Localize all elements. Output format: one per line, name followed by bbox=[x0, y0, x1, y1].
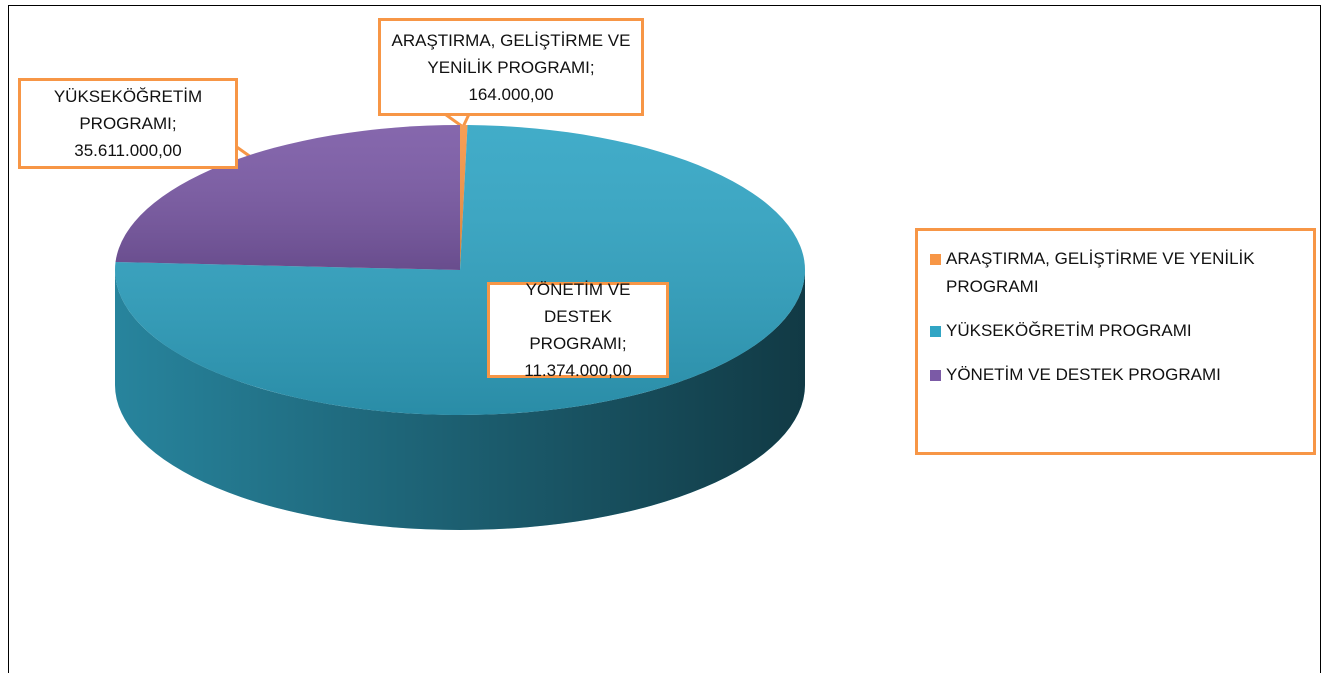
data-label-category: ARAŞTIRMA, GELİŞTİRME VE YENİLİK PROGRAM… bbox=[391, 30, 631, 77]
data-label-category: YÜKSEKÖĞRETİM PROGRAMI bbox=[53, 87, 203, 133]
pie-sides bbox=[115, 270, 805, 530]
legend: ARAŞTIRMA, GELİŞTİRME VE YENİLİK PROGRAM… bbox=[915, 228, 1316, 455]
data-label-text: YÖNETİM VE DESTEK PROGRAMI; 11.374.000,00 bbox=[498, 276, 658, 384]
data-label-value: 164.000,00 bbox=[468, 84, 554, 104]
data-label-category: YÖNETİM VE DESTEK PROGRAMI bbox=[525, 280, 631, 353]
legend-entry: YÖNETİM VE DESTEK PROGRAMI bbox=[930, 361, 1303, 389]
data-label-text: YÜKSEKÖĞRETİM PROGRAMI; 35.611.000,00 bbox=[29, 83, 227, 164]
pie bbox=[115, 125, 806, 530]
legend-swatch bbox=[930, 326, 941, 337]
legend-swatch bbox=[930, 254, 941, 265]
data-label: YÖNETİM VE DESTEK PROGRAMI; 11.374.000,00 bbox=[487, 280, 669, 380]
data-label: ARAŞTIRMA, GELİŞTİRME VE YENİLİK PROGRAM… bbox=[378, 18, 644, 116]
data-label-separator: ; bbox=[171, 114, 177, 133]
data-label-separator: ; bbox=[589, 57, 595, 77]
legend-entry: YÜKSEKÖĞRETİM PROGRAMI bbox=[930, 317, 1303, 345]
data-label: YÜKSEKÖĞRETİM PROGRAMI; 35.611.000,00 bbox=[18, 78, 238, 169]
legend-entry: ARAŞTIRMA, GELİŞTİRME VE YENİLİK PROGRAM… bbox=[930, 245, 1303, 301]
legend-label: YÜKSEKÖĞRETİM PROGRAMI bbox=[946, 321, 1192, 340]
legend-swatch bbox=[930, 370, 941, 381]
legend-label: ARAŞTIRMA, GELİŞTİRME VE YENİLİK PROGRAM… bbox=[946, 249, 1255, 296]
slice-shade bbox=[115, 125, 461, 270]
chart-frame bbox=[8, 5, 1321, 673]
data-label-value: 11.374.000,00 bbox=[524, 361, 632, 380]
legend-label: YÖNETİM VE DESTEK PROGRAMI bbox=[946, 365, 1221, 384]
data-label-separator: ; bbox=[621, 334, 627, 353]
slice-shade bbox=[460, 125, 468, 270]
side-shade bbox=[115, 270, 805, 530]
data-label-text: ARAŞTIRMA, GELİŞTİRME VE YENİLİK PROGRAM… bbox=[389, 27, 633, 108]
data-label-value: 35.611.000,00 bbox=[74, 141, 182, 160]
